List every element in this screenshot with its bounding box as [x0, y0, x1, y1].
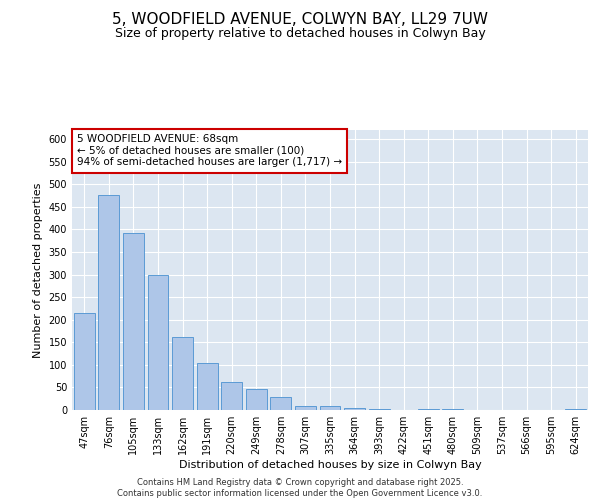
Text: Size of property relative to detached houses in Colwyn Bay: Size of property relative to detached ho… [115, 28, 485, 40]
Bar [442, 409, 463, 410]
Bar [172, 337, 193, 410]
Bar [246, 389, 267, 410]
Bar [295, 406, 316, 410]
Text: 5 WOODFIELD AVENUE: 68sqm
← 5% of detached houses are smaller (100)
94% of semi-: 5 WOODFIELD AVENUE: 68sqm ← 5% of detach… [77, 134, 342, 168]
Bar [344, 408, 365, 410]
Bar [98, 194, 119, 410]
Bar [197, 363, 218, 410]
Bar [74, 313, 95, 410]
Bar [148, 274, 169, 410]
Text: 5, WOODFIELD AVENUE, COLWYN BAY, LL29 7UW: 5, WOODFIELD AVENUE, COLWYN BAY, LL29 7U… [112, 12, 488, 28]
Bar [418, 409, 439, 410]
Bar [123, 232, 144, 410]
Bar [565, 409, 586, 410]
Bar [221, 382, 242, 410]
Bar [320, 406, 340, 410]
Bar [271, 397, 292, 410]
Y-axis label: Number of detached properties: Number of detached properties [33, 182, 43, 358]
Text: Contains HM Land Registry data © Crown copyright and database right 2025.
Contai: Contains HM Land Registry data © Crown c… [118, 478, 482, 498]
Bar [368, 409, 389, 410]
X-axis label: Distribution of detached houses by size in Colwyn Bay: Distribution of detached houses by size … [179, 460, 481, 470]
